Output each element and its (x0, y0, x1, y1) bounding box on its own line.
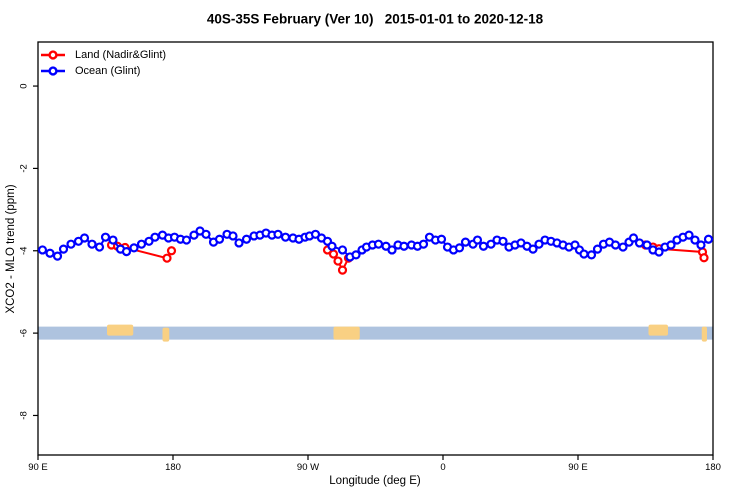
land-data-point (337, 265, 348, 275)
chart-title: 40S-35S February (Ver 10) 2015-01-01 to … (206, 11, 544, 27)
ocean-data-point (66, 239, 76, 249)
ocean-data-point (273, 229, 283, 239)
x-axis-label: Longitude (deg E) (329, 475, 421, 487)
ocean-data-point (460, 237, 471, 247)
ocean-data-point (94, 242, 105, 252)
map-band-land-australia-2 (648, 324, 668, 336)
ocean-data-point (634, 238, 645, 248)
ocean-data-point (87, 239, 97, 249)
ocean-data-point (189, 230, 199, 240)
ocean-data-point (234, 238, 244, 248)
y-axis-tick-label: -8 (19, 411, 30, 419)
ocean-data-point (703, 234, 714, 244)
ocean-data-point (373, 239, 384, 249)
ocean-data-point (280, 232, 291, 242)
legend-item-land: Land (Nadir&Glint) (40, 47, 166, 63)
ocean-data-point (534, 239, 544, 249)
ocean-data-point (37, 245, 48, 255)
ocean-data-point (498, 236, 508, 246)
x-axis-tick-label: 90 E (568, 462, 588, 473)
x-axis-tick-label: 0 (440, 462, 445, 473)
ocean-data-point (337, 245, 348, 255)
ocean-data-point (45, 248, 55, 258)
ocean-data-point (100, 232, 111, 242)
land-data-point (333, 256, 343, 266)
ocean-data-point (351, 250, 361, 260)
land-data-point (699, 253, 709, 263)
ocean-data-point (592, 244, 603, 254)
legend-label-land: Land (Nadir&Glint) (75, 49, 167, 61)
map-band-ocean (38, 326, 713, 340)
ocean-data-point (486, 239, 496, 249)
legend-item-ocean: Ocean (Glint) (40, 63, 166, 79)
map-band-land-australia (107, 324, 134, 336)
ocean-data-point (136, 239, 147, 249)
y-axis-tick-label: -2 (19, 164, 30, 172)
ocean-data-point (241, 234, 252, 244)
y-axis-tick-label: 0 (19, 83, 30, 88)
ocean-data-point (214, 234, 225, 244)
x-axis-tick-label: 180 (705, 462, 721, 473)
x-axis-tick-label: 90 W (297, 462, 319, 473)
ocean-data-point (684, 230, 694, 240)
legend-label-ocean: Ocean (Glint) (75, 65, 141, 77)
ocean-data-point (436, 234, 447, 244)
ocean-data-point (52, 251, 63, 261)
ocean-data-point (144, 236, 154, 246)
map-band-land-new-zealand-2 (701, 326, 707, 342)
ocean-data-point (528, 244, 538, 254)
ocean-data-point (228, 231, 238, 241)
ocean-data-point (418, 239, 429, 249)
ocean-data-point (610, 240, 621, 250)
ocean-data-point (628, 233, 639, 243)
y-axis-label: XCO2 - MLO trend (ppm) (5, 184, 17, 314)
ocean-data-point (121, 246, 132, 257)
ocean-data-point (454, 243, 465, 253)
map-band-land-south-america (333, 326, 360, 340)
ocean-data-point (586, 250, 597, 260)
ocean-data-point (399, 241, 409, 251)
land-data-point (328, 249, 339, 259)
land-legend-marker-icon (41, 50, 65, 60)
ocean-data-point (696, 240, 706, 250)
ocean-data-point (181, 235, 192, 245)
ocean-data-point (472, 235, 483, 245)
x-axis-tick-label: 180 (165, 462, 181, 473)
ocean-data-point (129, 243, 139, 253)
legend: Land (Nadir&Glint) Ocean (Glint) (40, 47, 166, 79)
ocean-data-point (150, 232, 160, 242)
plot-frame (37, 41, 714, 456)
ocean-data-point (579, 249, 589, 259)
land-data-point (162, 253, 172, 263)
ocean-data-point (478, 241, 489, 251)
ocean-data-point (108, 235, 118, 245)
ocean-data-point (387, 245, 397, 255)
ocean-data-point (690, 235, 700, 245)
land-data-point (166, 246, 177, 256)
ocean-data-point (58, 244, 69, 254)
ocean-data-point (642, 240, 652, 250)
y-axis-tick-label: -4 (19, 247, 30, 255)
ocean-data-point (654, 247, 664, 257)
ocean-data-point (666, 240, 676, 250)
ocean-data-point (618, 242, 628, 252)
map-band-land-new-zealand (162, 327, 170, 342)
ocean-data-point (79, 233, 90, 243)
ocean-data-point (201, 229, 211, 239)
x-axis-tick-label: 90 E (28, 462, 48, 473)
ocean-legend-marker-icon (41, 66, 65, 76)
ocean-series (37, 226, 714, 262)
ocean-data-point (327, 241, 337, 251)
y-axis-tick-label: -6 (19, 329, 30, 337)
